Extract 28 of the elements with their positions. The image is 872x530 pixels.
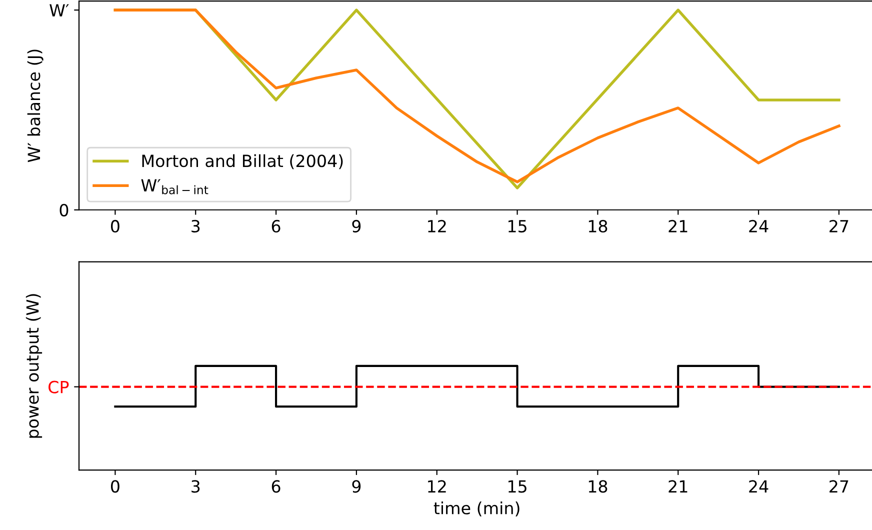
x-tick-label: 15 bbox=[508, 480, 526, 493]
x-tick-label: 0 bbox=[110, 220, 120, 233]
x-tick-label: 3 bbox=[192, 480, 200, 493]
x-tick-label: 18 bbox=[588, 220, 608, 233]
x-tick-label: 24 bbox=[749, 220, 768, 232]
x-tick-label: 0 bbox=[110, 480, 120, 493]
legend-label: Morton and Billat (2004) bbox=[142, 154, 343, 170]
x-tick-label: 6 bbox=[272, 220, 280, 233]
x-tick-label: 24 bbox=[749, 480, 768, 492]
legend-label: W′$_{bal−int}$ bbox=[141, 179, 208, 194]
x-tick-label: 3 bbox=[192, 220, 200, 233]
x-tick-label: 27 bbox=[830, 220, 848, 232]
x-axis-title: time (min) bbox=[434, 502, 520, 516]
x-tick-label: 6 bbox=[272, 480, 280, 493]
x-tick-label: 27 bbox=[830, 480, 848, 492]
x-tick-label: 15 bbox=[508, 220, 526, 233]
x-tick-label: 18 bbox=[588, 480, 608, 493]
x-tick-label: 9 bbox=[352, 220, 361, 233]
text: 0 bbox=[60, 204, 68, 216]
y-axis-title: W′ balance (J) bbox=[27, 50, 44, 162]
x-tick-label: 21 bbox=[668, 480, 688, 492]
x-tick-label: 12 bbox=[428, 480, 446, 492]
text: W′ bbox=[50, 4, 69, 16]
y-axis-title: power output (W) bbox=[26, 294, 42, 438]
x-tick-label: 21 bbox=[668, 220, 688, 232]
ref-line-label: CP bbox=[48, 380, 69, 394]
x-tick-label: 12 bbox=[428, 220, 446, 232]
x-tick-label: 9 bbox=[352, 480, 361, 493]
